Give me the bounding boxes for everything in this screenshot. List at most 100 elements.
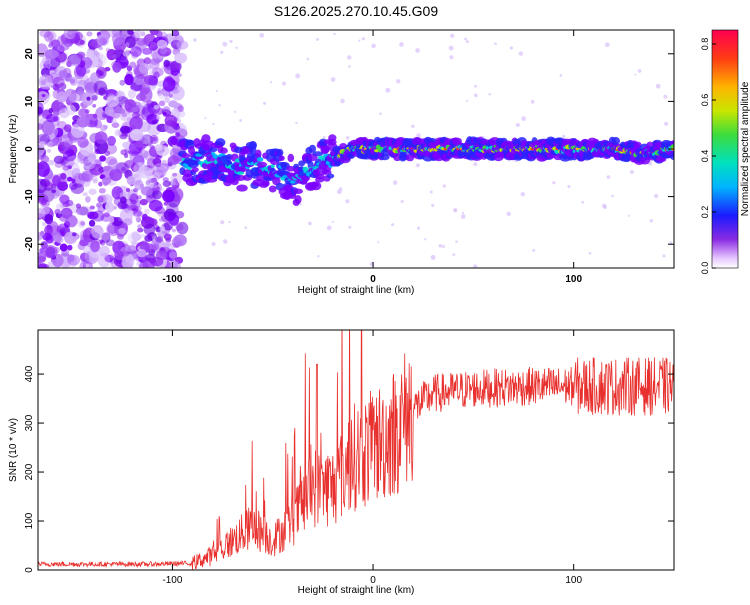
spectrogram-cell	[143, 223, 156, 236]
spectrogram-cell	[62, 143, 72, 151]
spectrogram-cell	[473, 162, 478, 167]
spectrogram-cell	[139, 87, 153, 103]
spectrogram-cell	[220, 220, 225, 225]
spectrogram-cell	[127, 232, 140, 244]
spectrogram-cell	[181, 153, 191, 159]
spectrogram-cell	[141, 37, 150, 45]
spectrogram-cell	[506, 211, 511, 217]
spectrogram-cell	[172, 35, 185, 46]
spectrogram-cell	[162, 180, 172, 187]
spectrogram-cell	[56, 120, 67, 131]
spectrogram-cell	[113, 190, 120, 195]
spectrogram-cell	[77, 137, 89, 148]
spectrogram-cell	[255, 149, 262, 158]
spectrogram-cell	[132, 209, 143, 217]
spectrogram-cell	[153, 104, 160, 110]
spectrogram-cell	[131, 111, 140, 119]
spectrogram-cell	[521, 116, 526, 122]
spectrogram-cell	[415, 48, 420, 53]
spectrogram-cell	[50, 39, 61, 48]
spectrogram-cell	[348, 225, 352, 229]
spectrogram-cell	[391, 223, 395, 227]
spectrogram-cell	[97, 194, 107, 205]
spectrogram-y-label: Frequency (Hz)	[8, 115, 19, 184]
spectrogram-cell	[464, 37, 467, 41]
spectrogram-cell	[57, 44, 68, 52]
spectrogram-cell	[119, 79, 126, 86]
spectrogram-cell	[450, 33, 455, 38]
spectrogram-cell	[39, 30, 51, 38]
spectrogram-cell	[140, 31, 146, 37]
spectrogram-cell	[158, 100, 166, 107]
spectrogram-cell	[172, 188, 184, 201]
spectrogram-cell	[93, 212, 99, 218]
spectrogram-cell	[105, 156, 118, 165]
spectrogram-cell	[442, 184, 447, 188]
spectrogram-cell	[270, 163, 275, 169]
spectrogram-cell	[345, 199, 350, 204]
spectrogram-cell	[40, 199, 50, 208]
spectrogram-cell	[120, 125, 131, 134]
spectrogram-cell	[111, 118, 117, 124]
spectrogram-cell	[91, 94, 98, 102]
spectrogram-cell	[604, 42, 610, 48]
spectrogram-cell	[121, 166, 126, 172]
spectrogram-cell	[80, 56, 93, 69]
spectrogram-cell	[67, 244, 73, 251]
spectrogram-cell	[52, 111, 59, 117]
spectrogram-cell	[256, 161, 268, 168]
snr-x-tick-label: 100	[565, 575, 582, 586]
spectrogram-cell	[99, 155, 106, 162]
spectrogram-cell	[449, 55, 454, 60]
spectrogram-cell	[149, 59, 160, 70]
spectrogram-cell	[98, 187, 106, 194]
spectrogram-cell	[348, 65, 351, 68]
spectrogram-cell	[89, 163, 104, 176]
spectrogram-cell	[473, 264, 478, 268]
spectrogram-cell	[170, 136, 178, 146]
spectrogram-cell	[138, 166, 153, 179]
spectrogram-cell	[135, 205, 142, 212]
spectrogram-cell	[71, 167, 81, 179]
colorbar-tick-label: 0.2	[700, 206, 710, 219]
spectrogram-cell	[465, 40, 469, 44]
spectrogram-cell	[268, 185, 277, 193]
spectrogram-cell	[71, 178, 76, 183]
spectrogram-cell	[144, 75, 158, 86]
spectrogram-cell	[79, 262, 87, 268]
spectrogram-cell	[307, 160, 314, 170]
spectrogram-cell	[123, 153, 129, 159]
spectrogram-cell	[38, 263, 48, 268]
spectrogram-cell	[110, 255, 115, 261]
spectrogram-cell	[79, 239, 89, 247]
spectrogram-cell	[38, 252, 47, 264]
spectrogram-cell	[256, 157, 264, 162]
spectrogram-cell	[211, 241, 216, 247]
snr-y-ticks: 0 100 200 300 400	[24, 365, 674, 573]
spectrogram-cell	[204, 117, 207, 120]
spectrogram-cell	[70, 183, 85, 195]
spectrogram-cell	[438, 243, 443, 248]
spectrogram-cell	[88, 219, 96, 227]
spectrogram-cell	[147, 120, 161, 136]
spectrogram-cell	[137, 224, 142, 230]
spectrogram-cell	[130, 46, 142, 57]
spectrogram-x-tick-label: 100	[565, 274, 582, 285]
spectrogram-cell	[127, 30, 134, 35]
spectrogram-cell	[40, 67, 50, 77]
spectrogram-cell	[152, 235, 158, 242]
spectrogram-cell	[98, 181, 103, 187]
spectrogram-cell	[58, 102, 66, 111]
spectrogram-cell	[63, 124, 72, 133]
spectrogram-cell	[134, 30, 142, 39]
spectrogram-cell	[134, 140, 144, 148]
spectrogram-cell	[47, 159, 55, 166]
spectrogram-y-tick-label: 20	[24, 48, 35, 60]
spectrogram-cell	[149, 41, 157, 48]
spectrogram-cell	[166, 202, 179, 216]
spectrogram-cell	[236, 184, 248, 192]
spectrogram-cell	[263, 101, 267, 105]
spectrogram-cell	[118, 108, 126, 114]
snr-x-label: Height of straight line (km)	[298, 585, 415, 596]
spectrogram-cell	[52, 232, 62, 243]
